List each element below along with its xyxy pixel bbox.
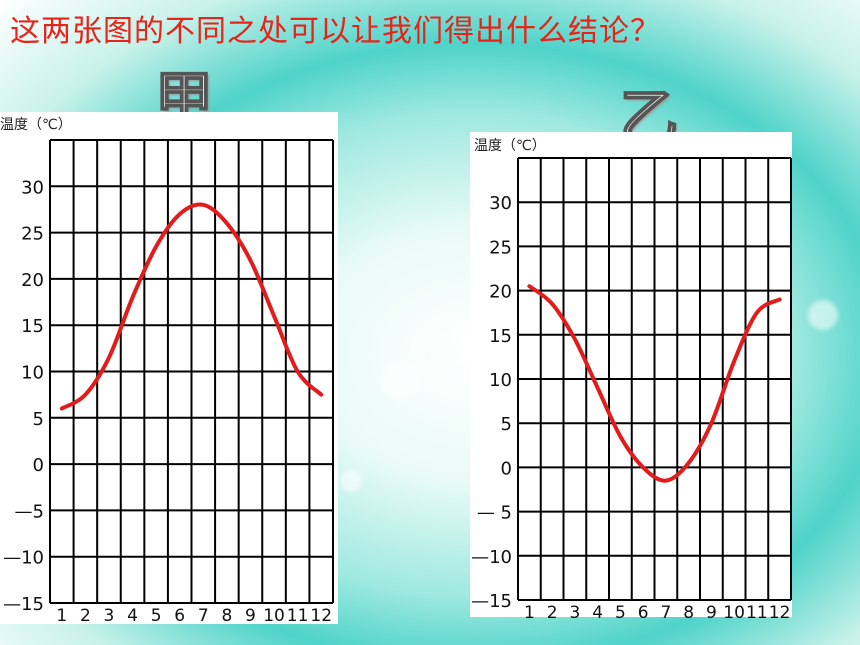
x-tick-label: 12 [310,606,332,626]
x-tick-label: 11 [287,606,309,626]
y-axis-label: 温度（℃） [0,117,72,133]
x-tick-label: 9 [706,603,717,623]
y-tick-label: 5 [501,414,512,435]
y-tick-label: 20 [21,270,44,291]
x-tick-label: 10 [263,606,285,626]
x-tick-label: 8 [683,603,694,623]
x-tick-label: 12 [769,603,791,623]
y-tick-label: 30 [489,193,512,214]
temperature-curve [59,202,324,411]
y-tick-label: 10 [489,370,512,391]
x-tick-label: 7 [660,603,671,623]
y-tick-label: 25 [489,237,512,258]
y-tick-label: —5 [15,501,44,522]
x-tick-label: 5 [615,603,626,623]
y-tick-label: —10 [471,547,512,568]
x-tick-label: 8 [221,606,232,626]
y-tick-label: 5 [33,409,44,430]
y-tick-label: 25 [21,224,44,245]
y-axis-label: 温度（℃） [474,138,546,154]
x-tick-label: 5 [151,606,162,626]
x-tick-label: 3 [104,606,115,626]
y-tick-label: 0 [501,458,512,479]
y-tick-label: —15 [471,591,512,612]
chart-panel [0,112,338,624]
x-tick-label: 6 [174,606,185,626]
temperature-curve [527,284,782,483]
x-tick-label: 1 [56,606,67,626]
x-tick-label: 10 [723,603,745,623]
y-tick-label: — 5 [477,503,512,524]
x-tick-label: 2 [80,606,91,626]
x-tick-label: 1 [524,603,535,623]
x-tick-label: 9 [245,606,256,626]
y-tick-label: 30 [21,177,44,198]
y-tick-label: —10 [3,548,44,569]
y-tick-label: 15 [489,326,512,347]
x-tick-label: 2 [547,603,558,623]
x-tick-label: 3 [569,603,580,623]
x-tick-label: 4 [127,606,138,626]
x-tick-label: 4 [592,603,603,623]
y-tick-label: 10 [21,363,44,384]
x-tick-label: 7 [198,606,209,626]
y-tick-label: —15 [3,594,44,615]
page-title: 这两张图的不同之处可以让我们得出什么结论？ [10,14,661,49]
x-tick-label: 6 [638,603,649,623]
x-tick-label: 11 [746,603,768,623]
y-tick-label: 20 [489,282,512,303]
y-tick-label: 0 [33,455,44,476]
y-tick-label: 15 [21,316,44,337]
